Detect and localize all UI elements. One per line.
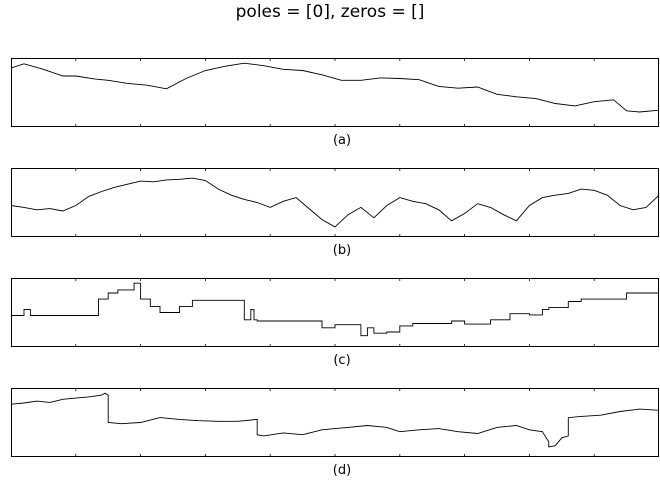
axes-frame <box>11 58 659 127</box>
plot-d <box>10 388 660 457</box>
plot-b <box>10 168 660 237</box>
subplot-b-label: (b) <box>332 243 352 258</box>
series-line-0 <box>11 282 659 337</box>
series-line-0 <box>10 392 660 448</box>
series-line-0 <box>10 62 660 113</box>
subplot-c-label: (c) <box>333 353 351 368</box>
subplot-d-label: (d) <box>332 463 352 478</box>
subplot-b <box>10 168 660 237</box>
subplot-a <box>10 58 660 127</box>
series-line-0 <box>10 177 660 228</box>
subplot-a-label: (a) <box>332 133 352 148</box>
subplot-c <box>11 278 659 347</box>
plot-c <box>11 278 659 347</box>
plot-a <box>10 58 660 127</box>
subplot-d <box>10 388 660 457</box>
axes-frame <box>11 278 659 347</box>
chart-title: poles = [0], zeros = [] <box>235 2 425 22</box>
